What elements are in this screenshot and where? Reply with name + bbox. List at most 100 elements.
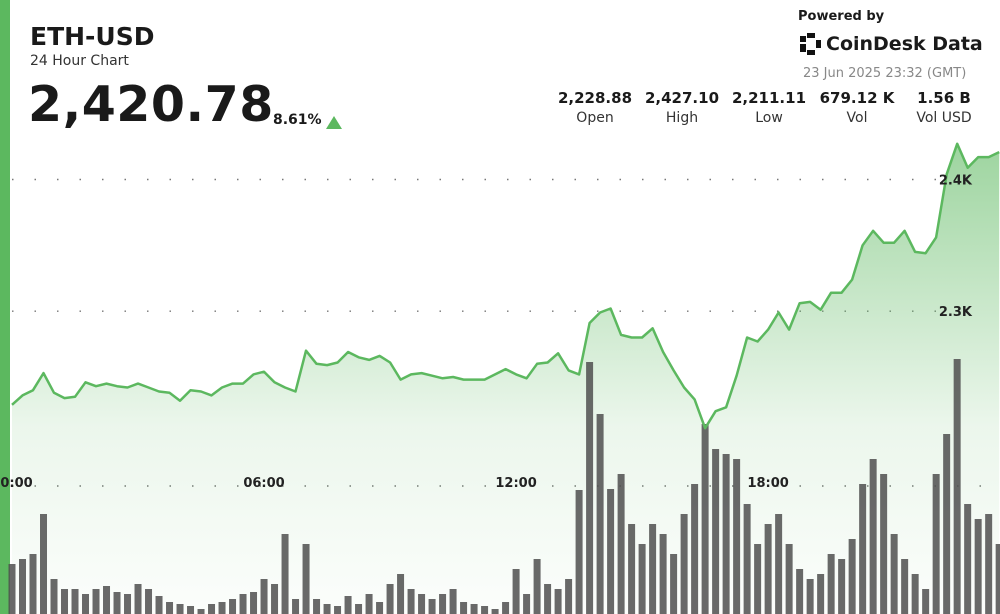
volume-bar xyxy=(323,604,331,614)
volume-bar xyxy=(565,579,573,614)
volume-bar xyxy=(575,490,583,614)
volume-bar xyxy=(712,449,720,614)
volume-bar xyxy=(344,596,352,614)
symbol: ETH-USD xyxy=(30,22,155,51)
volume-bar xyxy=(208,604,216,614)
volume-bar xyxy=(271,584,279,614)
volume-bar xyxy=(166,602,174,614)
x-tick-label: 12:00 xyxy=(495,476,536,491)
volume-bar xyxy=(40,514,48,614)
volume-bar xyxy=(733,459,741,614)
volume-bar xyxy=(859,484,867,614)
volume-bar xyxy=(722,454,730,614)
volume-bar xyxy=(229,599,237,614)
stat-value: 2,211.11 xyxy=(731,89,807,107)
volume-bar xyxy=(250,592,258,614)
volume-bar xyxy=(848,539,856,614)
volume-bar xyxy=(145,589,153,614)
volume-bar xyxy=(439,594,447,614)
volume-bar xyxy=(670,554,678,614)
volume-bar xyxy=(50,579,58,614)
stat-value: 2,427.10 xyxy=(644,89,720,107)
plot: 2.3K 2.4K 00:00 06:00 12:00 18:00 xyxy=(0,142,1000,614)
volume-bar xyxy=(197,609,205,614)
volume-bar xyxy=(313,599,321,614)
stat: 2,228.88 Open xyxy=(550,89,640,126)
stat-value: 1.56 B xyxy=(917,89,971,107)
x-tick-label: 06:00 xyxy=(243,476,284,491)
volume-bar xyxy=(901,559,909,614)
volume-bar xyxy=(103,586,111,614)
volume-bar xyxy=(334,606,342,614)
price: 2,420.78 xyxy=(28,76,274,133)
volume-bar xyxy=(617,474,625,614)
volume-bar xyxy=(754,544,762,614)
volume-bar xyxy=(544,584,552,614)
area-fill xyxy=(12,143,1000,614)
volume-bar xyxy=(691,484,699,614)
volume-bar xyxy=(292,599,300,614)
volume-bar xyxy=(71,589,79,614)
brand-logo xyxy=(800,33,821,55)
volume-bar xyxy=(607,489,615,614)
volume-bar xyxy=(481,606,489,614)
volume-bar xyxy=(922,589,930,614)
volume-bar xyxy=(460,602,468,614)
volume-bar xyxy=(376,602,384,614)
volume-bar xyxy=(512,569,520,614)
volume-bar xyxy=(796,569,804,614)
volume-bar xyxy=(586,362,594,614)
stat: 1.56 B Vol USD xyxy=(899,89,989,126)
price-line xyxy=(11,142,1000,430)
volume-bar xyxy=(880,474,888,614)
volume-bar xyxy=(974,519,982,614)
volume-bar xyxy=(638,544,646,614)
stat: 2,427.10 High xyxy=(637,89,727,126)
y-tick-label: 2.4K xyxy=(939,174,973,189)
change: 8.61% xyxy=(273,112,322,128)
volume-bar xyxy=(176,604,184,614)
volume-bar xyxy=(775,514,783,614)
volume-bar xyxy=(113,592,121,614)
volume-bar xyxy=(523,594,531,614)
volume-bar xyxy=(932,474,940,614)
stat-label: Vol xyxy=(846,110,868,126)
stat-label: Low xyxy=(755,110,783,126)
volume-bar xyxy=(82,594,90,614)
stat-label: Vol USD xyxy=(916,110,972,126)
volume-bar xyxy=(806,579,814,614)
subtitle: 24 Hour Chart xyxy=(30,53,129,69)
up-arrow xyxy=(326,116,342,129)
volume-bar xyxy=(418,594,426,614)
volume-bar xyxy=(911,574,919,614)
volume-bar xyxy=(554,589,562,614)
volume-bar xyxy=(659,534,667,614)
volume-bar xyxy=(764,524,772,614)
volume-bar xyxy=(187,606,195,614)
accent-bar xyxy=(0,0,10,614)
volume-bar xyxy=(785,544,793,614)
stat: 2,211.11 Low xyxy=(724,89,814,126)
volume-bar xyxy=(838,559,846,614)
stat-value: 679.12 K xyxy=(819,89,895,107)
volume-bar xyxy=(281,534,289,614)
volume-bar xyxy=(61,589,69,614)
volume-bar xyxy=(92,589,100,614)
volume-bar xyxy=(701,424,709,614)
volume-bar xyxy=(428,599,436,614)
volume-bar xyxy=(596,414,604,614)
volume-bar xyxy=(985,514,993,614)
stat-value: 2,228.88 xyxy=(557,89,633,107)
volume-bar xyxy=(407,589,415,614)
volume-bar xyxy=(491,609,499,614)
volume-bar xyxy=(218,602,226,614)
volume-bar xyxy=(449,589,457,614)
volume-bar xyxy=(8,564,16,614)
volume-bar xyxy=(355,604,363,614)
volume-bar xyxy=(743,504,751,614)
volume-bar xyxy=(890,534,898,614)
stat: 679.12 K Vol xyxy=(812,89,902,126)
volume-bar xyxy=(397,574,405,614)
